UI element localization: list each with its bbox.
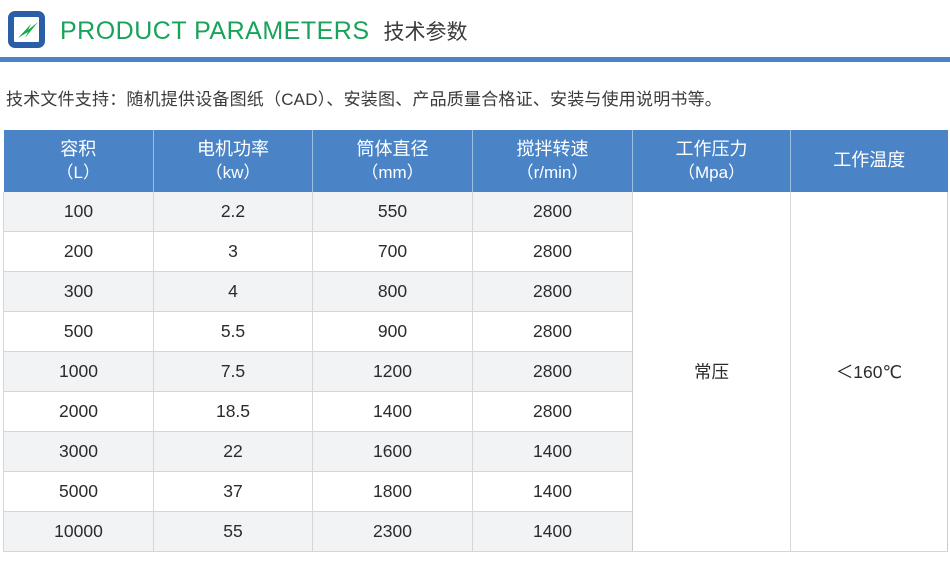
column-header-barrel-diameter-name: 筒体直径 [356,138,429,159]
cell-stirring-speed: 2800 [472,351,633,392]
cell-volume: 10000 [3,511,154,552]
cell-motor-power: 22 [153,431,313,472]
table-row: 2000 18.5 1400 2800 [3,391,948,432]
cell-motor-power: 37 [153,471,313,512]
column-header-volume-name: 容积 [60,138,97,159]
page-title-cn: 技术参数 [383,21,468,44]
cell-barrel-diameter: 900 [312,311,473,352]
product-parameters-table: 容积 （L） 电机功率 （kw） 筒体直径 （mm） 搅拌转速 （r/min） … [3,129,948,552]
cell-barrel-diameter: 1200 [312,351,473,392]
spec-table-container: 容积 （L） 电机功率 （kw） 筒体直径 （mm） 搅拌转速 （r/min） … [3,129,948,552]
column-header-stirring-speed-unit: （r/min） [516,163,589,183]
cell-working-temperature-merged: ＜160℃ [790,191,948,552]
cell-motor-power: 55 [153,511,313,552]
page-title-en: PRODUCT PARAMETERS [60,16,370,45]
column-header-working-temperature-name: 工作温度 [833,150,906,171]
table-row: 1000 7.5 1200 2800 [3,351,948,392]
table-row: 100 2.2 550 2800 常压 ＜160℃ [3,191,948,552]
cell-stirring-speed: 2800 [472,391,633,432]
cell-volume: 200 [3,231,154,272]
table-row: 3000 22 1600 1400 [3,431,948,472]
column-header-motor-power-unit: （kw） [205,163,261,183]
logo-square-lightning-icon [8,11,48,51]
column-header-working-pressure: 工作压力 （Mpa） [632,129,791,192]
cell-stirring-speed: 1400 [472,511,633,552]
technical-document-note: 技术文件支持：随机提供设备图纸（CAD）、安装图、产品质量合格证、安装与使用说明… [6,90,722,109]
column-header-barrel-diameter-unit: （mm） [361,163,424,183]
cell-volume: 100 [3,191,154,232]
column-header-stirring-speed-name: 搅拌转速 [516,138,589,159]
section-header: PRODUCT PARAMETERS 技术参数 [0,0,950,62]
cell-stirring-speed: 2800 [472,311,633,352]
column-header-working-pressure-unit: （Mpa） [677,163,746,183]
table-header-row: 容积 （L） 电机功率 （kw） 筒体直径 （mm） 搅拌转速 （r/min） … [3,129,948,192]
column-header-volume: 容积 （L） [3,129,154,192]
column-header-volume-unit: （L） [56,163,100,183]
cell-volume: 5000 [3,471,154,512]
table-row: 300 4 800 2800 [3,271,948,312]
cell-volume: 300 [3,271,154,312]
cell-motor-power: 18.5 [153,391,313,432]
cell-barrel-diameter: 1600 [312,431,473,472]
column-header-barrel-diameter: 筒体直径 （mm） [312,129,473,192]
cell-stirring-speed: 1400 [472,431,633,472]
table-row: 500 5.5 900 2800 [3,311,948,352]
table-body: 100 2.2 550 2800 常压 ＜160℃ 200 3 700 2800… [3,191,948,552]
cell-stirring-speed: 1400 [472,471,633,512]
column-header-stirring-speed: 搅拌转速 （r/min） [472,129,633,192]
cell-volume: 2000 [3,391,154,432]
cell-volume: 500 [3,311,154,352]
cell-motor-power: 2.2 [153,191,313,232]
cell-motor-power: 5.5 [153,311,313,352]
cell-working-pressure-merged: 常压 [632,191,791,552]
cell-barrel-diameter: 1800 [312,471,473,512]
cell-volume: 3000 [3,431,154,472]
column-header-working-pressure-name: 工作压力 [675,138,748,159]
cell-barrel-diameter: 550 [312,191,473,232]
cell-barrel-diameter: 700 [312,231,473,272]
column-header-motor-power-name: 电机功率 [197,138,269,159]
cell-stirring-speed: 2800 [472,231,633,272]
table-row: 10000 55 2300 1400 [3,511,948,552]
cell-motor-power: 4 [153,271,313,312]
column-header-motor-power: 电机功率 （kw） [153,129,313,192]
cell-volume: 1000 [3,351,154,392]
table-row: 5000 37 1800 1400 [3,471,948,512]
cell-barrel-diameter: 800 [312,271,473,312]
cell-barrel-diameter: 2300 [312,511,473,552]
cell-stirring-speed: 2800 [472,191,633,232]
cell-stirring-speed: 2800 [472,271,633,312]
header-divider [0,57,950,62]
cell-motor-power: 3 [153,231,313,272]
cell-motor-power: 7.5 [153,351,313,392]
cell-barrel-diameter: 1400 [312,391,473,432]
table-header: 容积 （L） 电机功率 （kw） 筒体直径 （mm） 搅拌转速 （r/min） … [3,129,948,192]
column-header-working-temperature: 工作温度 [790,129,948,192]
table-row: 200 3 700 2800 [3,231,948,272]
